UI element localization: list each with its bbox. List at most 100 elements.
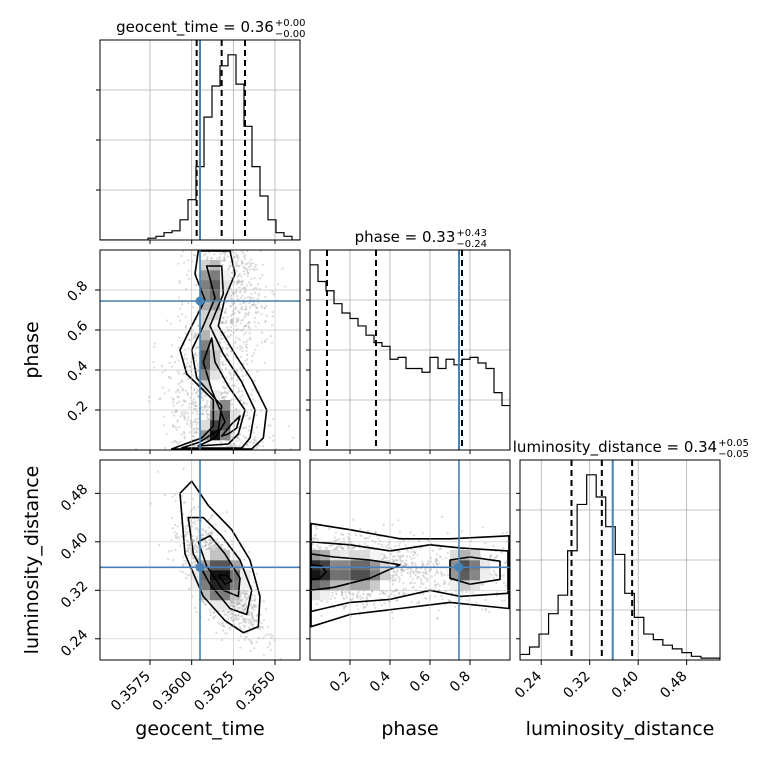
sample-point: [400, 568, 403, 572]
sample-point: [171, 425, 175, 428]
sample-point: [239, 602, 242, 606]
sample-point: [413, 562, 416, 565]
sample-point: [196, 283, 199, 286]
sample-point: [417, 576, 420, 579]
sample-point: [430, 575, 434, 578]
sample-point: [172, 404, 175, 407]
sample-point: [193, 505, 196, 509]
sample-point: [453, 605, 456, 608]
sample-point: [358, 595, 362, 598]
sample-point: [242, 251, 245, 255]
sample-point: [243, 625, 247, 628]
sample-point: [204, 529, 208, 532]
panel-frame: [99, 249, 301, 451]
density-bin: [190, 580, 201, 591]
sample-point: [197, 558, 200, 561]
sample-point: [435, 563, 439, 566]
sample-point: [446, 574, 450, 577]
sample-point: [245, 349, 248, 352]
sample-point: [251, 303, 254, 306]
sample-point: [346, 536, 350, 539]
sample-point: [255, 446, 258, 449]
sample-point: [200, 412, 203, 416]
density-bin: [210, 300, 221, 311]
sample-point: [396, 599, 399, 602]
sample-point: [412, 585, 415, 589]
sample-point: [235, 306, 238, 309]
sample-point: [243, 592, 246, 595]
sample-point: [489, 556, 492, 559]
x-tick-label-geocent_time: 0.3600: [150, 668, 196, 714]
sample-point: [417, 570, 421, 574]
sample-point: [158, 397, 161, 401]
sample-point: [341, 591, 344, 594]
density-bin: [320, 580, 331, 591]
sample-point: [242, 620, 245, 623]
sample-point: [181, 404, 184, 407]
sample-point: [326, 600, 329, 603]
sample-point: [239, 627, 242, 630]
sample-point: [435, 553, 438, 556]
sample-point: [192, 435, 195, 438]
sample-point: [245, 340, 248, 343]
sample-point: [184, 501, 187, 504]
sample-point: [209, 544, 212, 548]
sample-point: [444, 581, 447, 584]
sample-point: [227, 382, 230, 385]
sample-point: [366, 601, 369, 604]
sample-point: [247, 313, 250, 316]
density-bin: [210, 400, 221, 411]
density-bin: [460, 580, 471, 591]
density-bin: [450, 580, 461, 591]
sample-point: [209, 613, 212, 617]
sample-point: [250, 614, 254, 617]
x-tick-label-luminosity_distance: 0.48: [657, 668, 690, 701]
sample-point: [403, 569, 406, 573]
sample-point: [413, 552, 417, 555]
sample-point: [228, 264, 231, 267]
sample-point: [241, 394, 244, 397]
sample-point: [200, 544, 203, 548]
sample-point: [263, 307, 266, 310]
sample-point: [226, 610, 229, 614]
sample-point: [329, 544, 333, 548]
sample-point: [396, 551, 399, 554]
sample-point: [391, 617, 394, 620]
sample-point: [331, 594, 334, 597]
density-bin: [230, 580, 241, 591]
sample-point: [365, 597, 368, 600]
density-bin: [360, 550, 371, 561]
sample-point: [200, 392, 203, 395]
sample-point: [187, 587, 190, 591]
sample-point: [172, 398, 175, 401]
sample-point: [244, 620, 247, 623]
sample-point: [246, 274, 249, 278]
sample-point: [244, 324, 248, 327]
sample-point: [253, 265, 257, 269]
sample-point: [481, 583, 485, 586]
sample-point: [241, 294, 244, 297]
sample-point: [134, 447, 138, 450]
sample-point: [149, 502, 153, 505]
sample-point: [241, 629, 245, 632]
sample-point: [394, 579, 397, 582]
sample-point: [347, 546, 350, 549]
sample-point: [239, 347, 242, 351]
sample-point: [245, 605, 248, 608]
sample-point: [378, 592, 382, 595]
density-bin: [210, 600, 221, 611]
sample-point: [279, 657, 282, 660]
sample-point: [243, 558, 246, 561]
sample-point: [209, 531, 213, 534]
sample-point: [239, 646, 242, 649]
sample-point: [225, 353, 228, 357]
sample-point: [362, 605, 366, 609]
sample-point: [390, 592, 393, 596]
sample-point: [434, 573, 437, 576]
sample-point: [186, 546, 190, 549]
density-bin: [460, 560, 471, 571]
sample-point: [187, 416, 190, 419]
sample-point: [271, 290, 274, 293]
sample-point: [392, 560, 395, 564]
